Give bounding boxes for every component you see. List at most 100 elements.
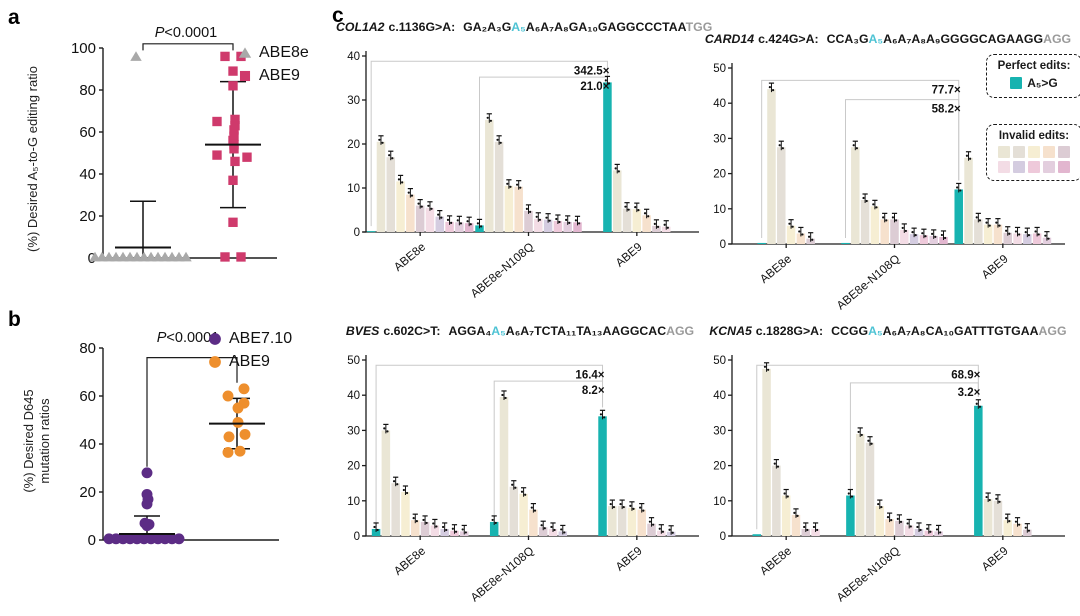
replicate-dot: [921, 232, 924, 235]
fold-change-bracket: [493, 380, 604, 517]
perfect-edit-swatch: [1010, 77, 1023, 89]
invalid-edit-swatch: [1028, 161, 1040, 173]
bar-chart-col1a2: COL1A2 c.1136G>A: GA₂A₃GA₅A₆A₇A₈GA₁₀GAGGCC…: [336, 20, 712, 300]
replicate-dot: [771, 89, 775, 92]
bar-invalid-edit: [1013, 233, 1022, 244]
bar-chart-svg: 0 10 20 30 40 50 ABE8e ABE8e-N108Q ABE9 16.4× 8.2×: [347, 355, 699, 604]
y-tick-label: 40: [79, 166, 96, 183]
y-tick-label: 20: [79, 484, 96, 501]
group-label: ABE8e-N108Q: [834, 544, 903, 605]
replicate-dot: [461, 528, 464, 531]
replicate-dot: [401, 181, 404, 184]
replicate-dot: [558, 220, 561, 224]
replicate-dot: [555, 217, 558, 221]
replicate-dot: [538, 218, 541, 221]
bar-invalid-edit: [519, 493, 528, 536]
replicate-dot: [807, 235, 811, 238]
fold-change-bracket: [849, 382, 979, 491]
replicate-dot: [914, 234, 917, 237]
bar-invalid-edit: [608, 506, 617, 536]
square-marker: [212, 150, 222, 160]
bar-chart-svg: 0 10 20 30 40 50 ABE8e ABE8e-N108Q ABE9 77.7× 58.2…: [713, 63, 1065, 312]
bar-invalid-edit: [617, 506, 627, 536]
replicate-dot: [506, 182, 509, 185]
replicate-dot: [875, 206, 878, 209]
square-marker: [228, 217, 238, 227]
bar-invalid-edit: [983, 499, 993, 536]
bar-perfect-edit: [598, 416, 607, 536]
replicate-dot: [919, 528, 922, 532]
square-marker: [212, 116, 222, 127]
fold-change-label: 21.0×: [580, 81, 609, 93]
circle-marker: [222, 446, 234, 458]
replicate-dot: [378, 138, 381, 141]
circle-marker: [209, 333, 221, 345]
protospacer-sequence: CCGGA₅A₆A₇A₈CA₁₀GATTTGTGAAAGG: [831, 324, 1067, 338]
protospacer-sequence: CCA₃GA₅A₆A₇A₈A₉GGGGCAGAAGGAGG: [826, 32, 1072, 46]
replicate-dot: [476, 222, 479, 225]
bar-invalid-edit: [993, 224, 1003, 244]
replicate-dot: [489, 119, 492, 122]
y-tick-label: 40: [347, 390, 360, 402]
replicate-dot: [643, 212, 647, 215]
fold-change-bracket: [479, 73, 608, 221]
bar-invalid-edit: [509, 486, 519, 536]
bar-invalid-edit: [1042, 237, 1052, 244]
replicate-dot: [454, 530, 458, 533]
replicate-dot: [653, 222, 656, 225]
replicate-dot: [520, 490, 524, 493]
replicate-dot: [548, 219, 551, 222]
bar-invalid-edit: [534, 218, 543, 232]
invalid-edit-swatch: [1013, 146, 1025, 158]
bar-invalid-edit: [504, 185, 514, 232]
replicate-dot: [612, 505, 616, 509]
bar-invalid-edit: [904, 525, 914, 536]
replicate-dot: [486, 116, 489, 119]
replicate-dot: [806, 528, 809, 532]
replicate-dot: [637, 209, 640, 212]
replicate-dot: [850, 495, 854, 498]
circle-marker: [173, 533, 185, 545]
replicate-dot: [671, 531, 674, 534]
replicate-dot: [885, 219, 888, 222]
replicate-dot: [496, 138, 499, 141]
bar-invalid-edit: [529, 509, 538, 536]
bar-invalid-edit: [781, 495, 791, 536]
bar-invalid-edit: [974, 219, 983, 244]
replicate-dot: [450, 221, 453, 224]
invalid-edit-swatch: [1013, 161, 1025, 173]
replicate-dot: [1014, 230, 1018, 233]
replicate-dot: [1005, 229, 1008, 232]
circle-marker: [141, 467, 153, 479]
square-icon: [239, 70, 251, 82]
replicate-dot: [480, 225, 483, 228]
y-tick-label: 40: [713, 390, 726, 402]
replicate-dot: [1044, 234, 1047, 237]
replicate-dot: [550, 525, 553, 529]
bar-invalid-edit: [401, 492, 410, 536]
bar-invalid-edit: [642, 215, 651, 232]
circle-marker: [141, 498, 153, 510]
bar-invalid-edit: [895, 520, 904, 536]
circle-marker: [239, 428, 251, 440]
replicate-dot: [1008, 232, 1011, 235]
square-marker: [239, 70, 251, 82]
replicate-dot: [652, 523, 655, 526]
y-tick-label: 60: [79, 388, 96, 405]
invalid-edit-swatch: [1058, 161, 1070, 173]
replicate-dot: [642, 509, 645, 512]
invalid-edit-swatch: [998, 161, 1010, 173]
replicate-dot: [410, 194, 414, 197]
legend-label: ABE9: [259, 67, 300, 84]
bar-invalid-edit: [983, 224, 993, 244]
bar-invalid-edit: [415, 205, 425, 232]
y-tick-label: 20: [347, 139, 360, 151]
replicate-dot: [427, 204, 430, 207]
replicate-dot: [855, 147, 858, 150]
replicate-dot: [911, 231, 914, 234]
replicate-dot: [540, 524, 543, 527]
replicate-dot: [648, 520, 652, 523]
replicate-dot: [1005, 517, 1008, 520]
replicate-dot: [391, 157, 394, 160]
